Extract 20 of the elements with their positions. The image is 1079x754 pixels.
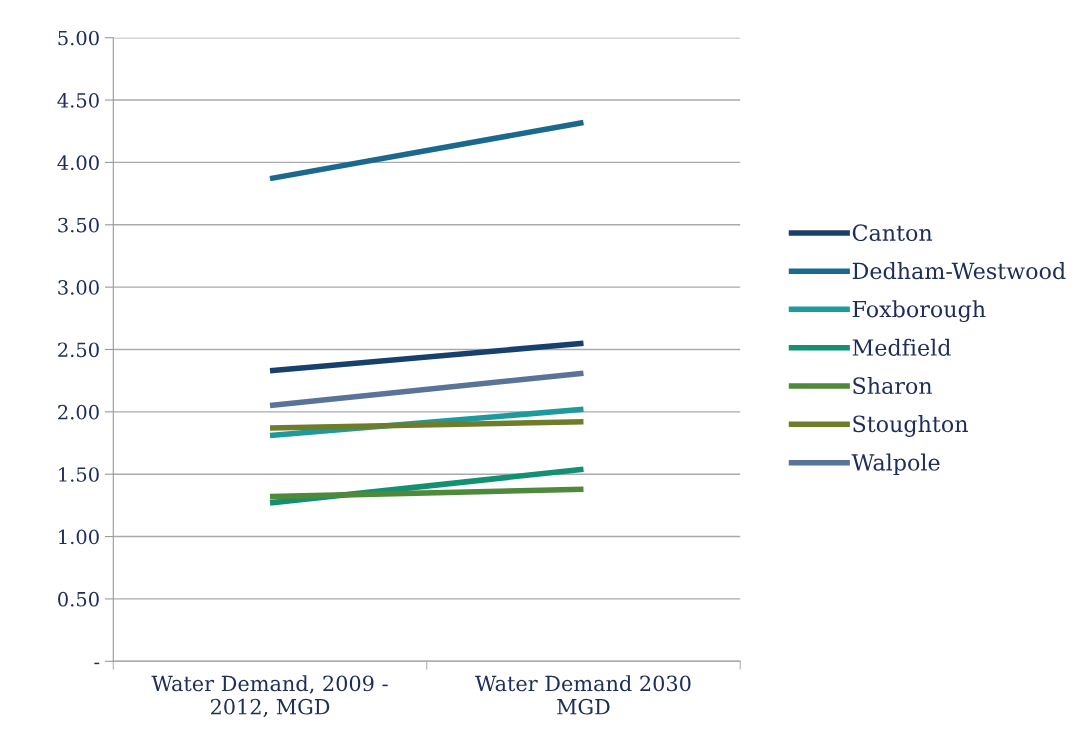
y-tick-label: - — [94, 662, 100, 665]
y-tick-label: 4.50 — [57, 93, 99, 108]
y-tick-label: 1.00 — [59, 529, 99, 545]
y-tick-label: 1.50 — [59, 467, 99, 482]
x-tick-label: Water Demand 2030 MGD — [475, 675, 691, 715]
y-tick-label: 4.00 — [57, 155, 99, 171]
legend-label: Dedham-Westwood — [852, 262, 1066, 280]
y-tick-label: 3.50 — [58, 217, 99, 233]
y-tick-label: 2.50 — [58, 342, 99, 358]
y-tick-label: 0.50 — [58, 591, 99, 607]
y-tick-label: 3.00 — [58, 280, 99, 295]
legend-label: Foxborough — [852, 300, 986, 323]
x-tick-label: Water Demand, 2009 - 2012, MGD — [151, 675, 388, 718]
legend-label: Walpole — [851, 453, 940, 476]
legend-label: Sharon — [853, 376, 933, 395]
legend-label: Canton — [852, 224, 933, 242]
y-tick-label: 5.00 — [58, 30, 99, 46]
legend-label: Medfield — [852, 338, 951, 356]
legend-label: Stoughton — [853, 415, 968, 437]
y-tick-label: 2.00 — [58, 404, 99, 420]
